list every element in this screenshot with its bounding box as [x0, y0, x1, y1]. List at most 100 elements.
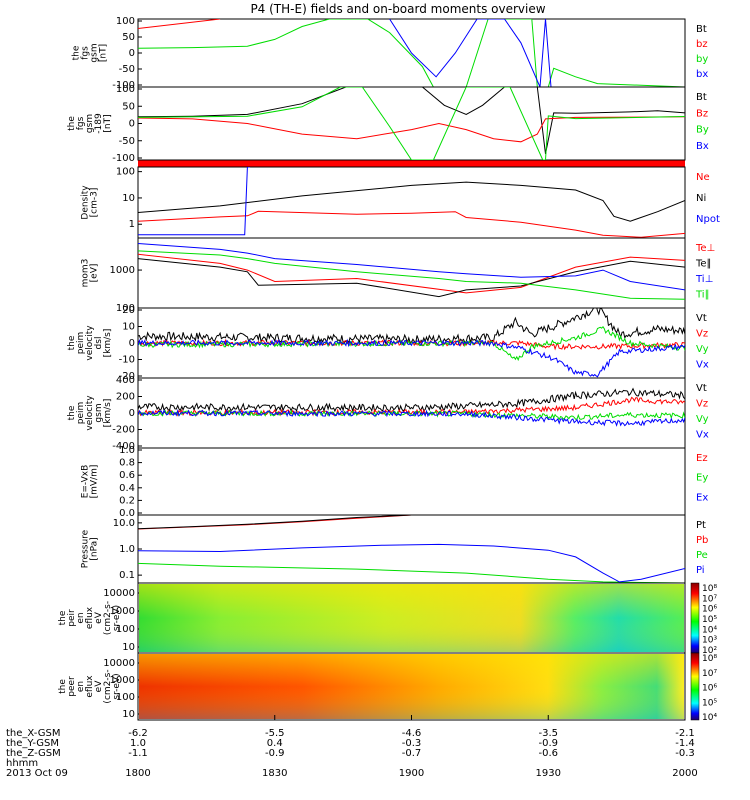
colorbar	[690, 652, 700, 721]
legend-ni: Ni	[696, 193, 706, 204]
y-tick-label: 0.8	[119, 458, 135, 469]
legend-pt: Pt	[696, 520, 706, 531]
y-tick-label: -400	[112, 441, 135, 452]
y-tick-label: 100	[116, 624, 135, 635]
panel-frame	[137, 86, 686, 161]
y-tick-label: 0	[129, 408, 135, 419]
panels: thefgsgsm[nT]100500-50-100Btbzbybxthefgs…	[58, 16, 720, 723]
y-tick-label: 1.0	[119, 445, 135, 456]
series-line-pt	[138, 515, 412, 530]
y-tick-label: 1000	[110, 606, 135, 617]
y-tick-label: -50	[119, 136, 135, 147]
x-tick-label: -4.6	[402, 728, 422, 739]
y-tick-label: 200	[116, 392, 135, 403]
legend-ti∥: Ti∥	[695, 290, 710, 301]
y-tick-label: 100	[116, 84, 135, 95]
panel-6: E=-VxB[mV/m] 1.0 0.80.6 0.40.2 0.0 Ez Ey Ex	[81, 445, 709, 519]
y-axis-label: thepeimvelocitydsl[km/s]	[67, 325, 113, 361]
y-tick-label: 1000	[110, 265, 135, 276]
legend-bt: Bt	[696, 24, 707, 35]
y-tick-label: 20	[122, 305, 135, 316]
legend-ez: Ez	[696, 453, 708, 464]
legend-bt: Bt	[696, 92, 707, 103]
y-axis-label: thefgsgsm-189[nT]	[67, 113, 113, 134]
y-tick-label: 10	[122, 322, 135, 333]
legend-vy: Vy	[696, 414, 709, 425]
y-axis-label: E=-VxB[mV/m]	[81, 465, 100, 499]
legend-ey: Ey	[696, 473, 708, 484]
colorbar-tick-label: 10³	[702, 636, 717, 646]
x-tick-label: -5.5	[265, 728, 285, 739]
series-line-by	[138, 19, 685, 87]
series-line-bt	[138, 87, 685, 154]
y-axis-label: thepeerenefluxeV(cm2-s-sr-eV)	[58, 669, 122, 703]
x-row-label: hhmm	[6, 758, 38, 769]
x-tick-label: -0.6	[538, 748, 558, 759]
x-tick-label: 1900	[399, 768, 424, 779]
legend-bx: bx	[696, 69, 708, 80]
panel-5: thepeimvelocitygsm[km/s]400 200 0 -200 -400 V…	[67, 375, 709, 452]
x-tick-label: 1800	[125, 768, 150, 779]
legend-bz: bz	[696, 39, 708, 50]
x-tick-label: -0.9	[265, 748, 285, 759]
colorbar-tick-label: 10⁶	[702, 684, 717, 694]
colorbar-tick-label: 10⁴	[702, 625, 717, 635]
panel-0: thefgsgsm[nT] 100 50 0 -50 -100 Bt bz by bx	[72, 16, 709, 91]
y-axis-label: Pressure[nPa]	[81, 529, 100, 568]
spectrogram-overlay	[139, 584, 684, 652]
y-tick-label: -200	[112, 425, 135, 436]
legend-by: by	[696, 54, 708, 65]
legend-ex: Ex	[696, 492, 708, 503]
y-tick-label: 0	[129, 119, 135, 130]
colorbar-tick-label: 10⁶	[702, 605, 717, 615]
x-tick-label: -0.3	[675, 748, 695, 759]
y-axis-label: thepeimvelocitygsm[km/s]	[67, 395, 113, 431]
y-tick-label: 0	[129, 48, 135, 59]
panel-7: Pressure[nPa] 10.0 1.0 0.1 Pt Pb Pe Pi	[81, 514, 708, 584]
y-tick-label: 10	[122, 709, 135, 720]
y-tick-label: 100	[116, 303, 135, 314]
colorbar-tick-label: 10⁸	[702, 654, 717, 664]
x-row-label: the_Y-GSM	[6, 738, 59, 749]
series-line-pi	[138, 543, 685, 583]
series-line-te⊥	[138, 253, 685, 294]
colorbar-tick-label: 10⁵	[702, 615, 717, 625]
y-tick-label: 0	[129, 338, 135, 349]
series-line-vx	[138, 338, 685, 378]
y-tick-label: -10	[119, 355, 135, 366]
y-axis-label: Density[cm-3]	[81, 185, 100, 220]
chart-title: P4 (TH-E) fields and on-board moments ov…	[250, 2, 545, 16]
y-tick-label: 0.4	[119, 483, 135, 494]
legend-by: By	[696, 125, 709, 136]
series-line-by	[138, 87, 685, 160]
x-tick-label: 0.4	[267, 738, 283, 749]
series-line-pe	[138, 562, 685, 583]
y-tick-label: 1.0	[119, 544, 135, 555]
legend-te⊥: Te⊥	[695, 243, 715, 254]
y-tick-label: 0.2	[119, 495, 135, 506]
y-axis-label: thefgsgsm[nT]	[72, 43, 109, 62]
y-tick-label: 1	[129, 219, 135, 230]
x-tick-label: -2.1	[675, 728, 695, 739]
x-tick-label: -0.7	[402, 748, 422, 759]
separator-bar	[138, 160, 685, 167]
y-tick-label: 10	[122, 642, 135, 653]
y-tick-label: 10000	[103, 588, 135, 599]
panel-9: thepeerenefluxeV(cm2-s-sr-eV)10000 1000 10…	[58, 652, 717, 723]
y-tick-label: -50	[119, 64, 135, 75]
colorbar-tick-label: 10⁴	[702, 713, 717, 723]
series-line-ne	[138, 210, 685, 238]
colorbar-tick-label: 10⁷	[702, 594, 717, 604]
y-tick-label: 1000	[110, 675, 135, 686]
series-line-te∥	[138, 258, 685, 298]
legend-vz: Vz	[696, 329, 708, 340]
x-row-label: the_Z-GSM	[6, 748, 61, 759]
x-row-label: the_X-GSM	[6, 728, 60, 739]
legend-ti⊥: Ti⊥	[695, 274, 713, 285]
legend-te∥: Te∥	[695, 259, 712, 270]
panel-frame	[137, 237, 686, 309]
y-tick-label: 0.6	[119, 470, 135, 481]
legend-npot: Npot	[696, 214, 720, 225]
x-tick-label: -3.5	[538, 728, 558, 739]
